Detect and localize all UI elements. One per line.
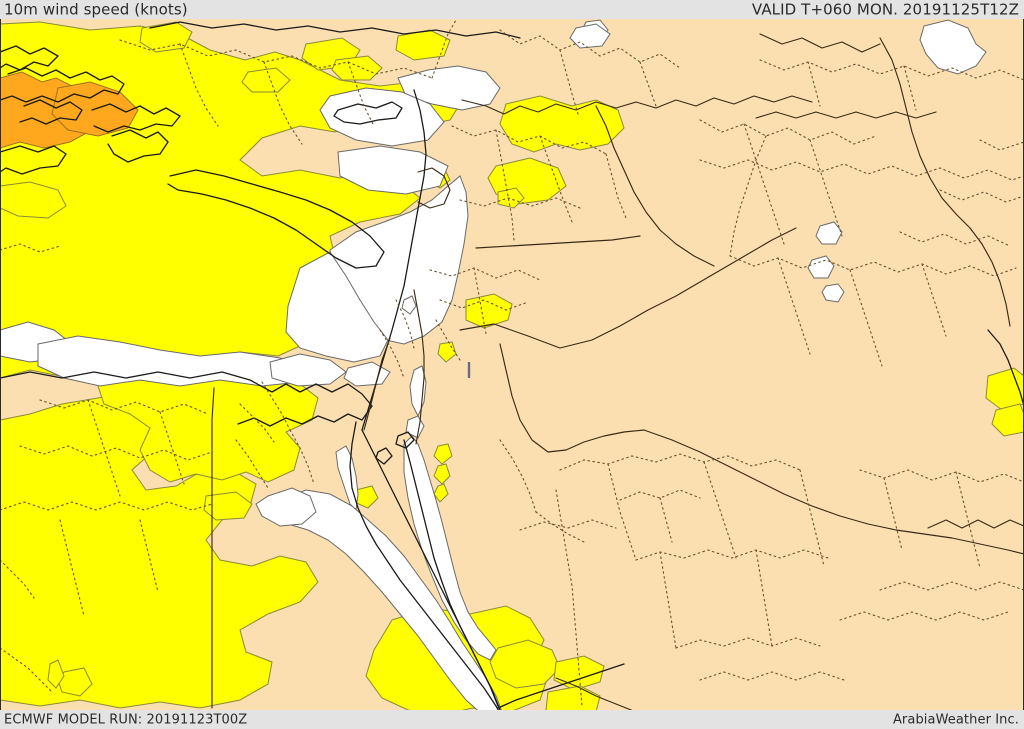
- border-egypt-libya: [211, 387, 215, 709]
- white-region-gulf-of-suez-n: [335, 445, 359, 512]
- yellow-patch-turkey-n3: [395, 29, 451, 61]
- border-lebanon: [417, 167, 451, 209]
- yellow-patch-jordan-n: [497, 187, 525, 209]
- coast-egypt-med: [0, 371, 373, 427]
- coast-arabia-sw: [497, 663, 625, 709]
- yellow-patch-red-sea-east: [489, 639, 561, 689]
- admin-border-layer: [0, 19, 1024, 707]
- yellow-patch-aqaba-c: [433, 483, 449, 503]
- coast-greece-mainland: [0, 67, 125, 103]
- map-title: 10m wind speed (knots): [4, 0, 188, 18]
- model-run-label: ECMWF MODEL RUN: 20191123T00Z: [4, 712, 248, 727]
- yellow-patch-turkey-n5: [331, 55, 383, 81]
- border-turkey-iraq: [755, 111, 937, 119]
- white-patch-med-se: [269, 353, 347, 387]
- yellow-patch-gulf-east-b: [991, 403, 1024, 437]
- white-patch-med-e: [343, 361, 391, 387]
- white-lake-habbaniyah: [807, 255, 835, 279]
- border-turkey-ne: [759, 33, 881, 53]
- border-saudi-iraq: [643, 429, 1024, 555]
- white-region-cyprus-south: [337, 145, 449, 195]
- border-saudi-kuwait: [927, 519, 1024, 529]
- border-jordan-iraq: [459, 227, 797, 349]
- coast-aqaba-tip: [395, 431, 415, 449]
- coast-island-crete-n: [107, 129, 169, 163]
- yellow-patch-crete: [0, 181, 67, 219]
- coast-red-sea-e: [403, 439, 499, 707]
- white-lake-tharthar: [815, 221, 843, 245]
- white-region-cyprus-north: [319, 87, 445, 147]
- coast-peloponnese: [19, 99, 83, 125]
- yellow-patch-small-c: [47, 659, 65, 689]
- white-lake-van: [919, 19, 987, 75]
- coast-island-tiran: [375, 447, 393, 465]
- attribution-label: ArabiaWeather Inc.: [892, 712, 1019, 727]
- border-syria-iraq: [595, 105, 715, 267]
- border-egypt-israel: [363, 337, 391, 431]
- white-lake-razazah: [821, 283, 845, 303]
- valid-time-label: VALID T+060 MON. 20191125T12Z: [751, 0, 1019, 18]
- border-jordan-saudi: [499, 343, 645, 453]
- yellow-patch-turkey-n4: [241, 67, 291, 93]
- coast-aegean-turkey: [91, 103, 181, 133]
- yellow-patch-aqaba: [433, 443, 453, 465]
- border-syria-jordan: [475, 235, 641, 249]
- coast-turkey-s: [167, 169, 385, 269]
- coast-cyprus: [333, 101, 403, 125]
- border-israel-jordan: [413, 289, 425, 445]
- border-turkey-syria: [461, 95, 813, 115]
- white-region-suez-mouth: [255, 487, 317, 527]
- white-region-levant-s: [285, 251, 389, 363]
- coast-persian-gulf: [987, 329, 1024, 407]
- coast-black-sea-s: [149, 21, 521, 39]
- wind-band-calm-white: [0, 19, 987, 717]
- coastline-layer: [0, 21, 1024, 721]
- coast-island-w: [0, 145, 67, 175]
- coast-red-sea-w: [349, 421, 505, 721]
- footer-band: ECMWF MODEL RUN: 20191123T00Z ArabiaWeat…: [0, 710, 1024, 729]
- header-band: 10m wind speed (knots) VALID T+060 MON. …: [0, 0, 1024, 19]
- white-patch-dead-sea-n: [401, 295, 417, 315]
- coast-greece-n: [0, 45, 59, 71]
- yellow-patch-small-a: [203, 491, 253, 521]
- yellow-patch-aqaba-b: [433, 463, 451, 485]
